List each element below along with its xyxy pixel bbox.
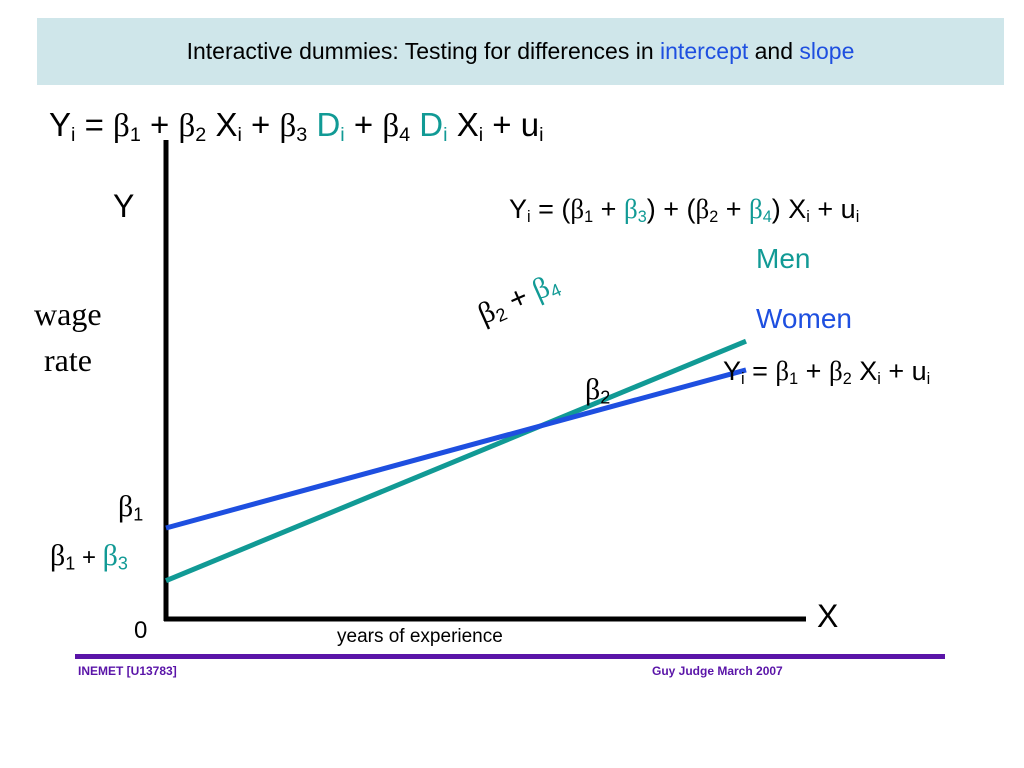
men-line	[165, 338, 747, 583]
men-intercept-label: β1 + β3	[50, 539, 128, 574]
men-equation: Yi = (β1 + β3) + (β2 + β4) Xi + ui	[509, 194, 860, 227]
women-slope-label: β2	[585, 373, 611, 408]
y-axis-word2: rate	[44, 342, 92, 378]
women-equation: Yi = β1 + β2 Xi + ui	[723, 356, 931, 389]
women-line	[165, 367, 747, 531]
footer-left: INEMET [U13783]	[78, 664, 177, 678]
footer-divider	[75, 654, 945, 659]
footer-right: Guy Judge March 2007	[652, 664, 783, 678]
y-axis-letter: Y	[113, 188, 135, 224]
men-label: Men	[756, 243, 811, 274]
y-axis-word1: wage	[34, 296, 102, 332]
women-label: Women	[756, 303, 852, 334]
title-intercept: intercept	[660, 38, 749, 64]
origin-label: 0	[134, 617, 148, 644]
x-axis-letter: X	[817, 598, 839, 634]
slide-title: Interactive dummies: Testing for differe…	[186, 38, 855, 64]
x-axis-label: years of experience	[337, 626, 503, 647]
main-equation: Yi = β1 + β2 Xi + β3 Di + β4 Di Xi + ui	[49, 106, 544, 146]
title-slope: slope	[799, 38, 855, 64]
title-bar	[37, 18, 1004, 85]
women-intercept-label: β1	[118, 490, 144, 525]
